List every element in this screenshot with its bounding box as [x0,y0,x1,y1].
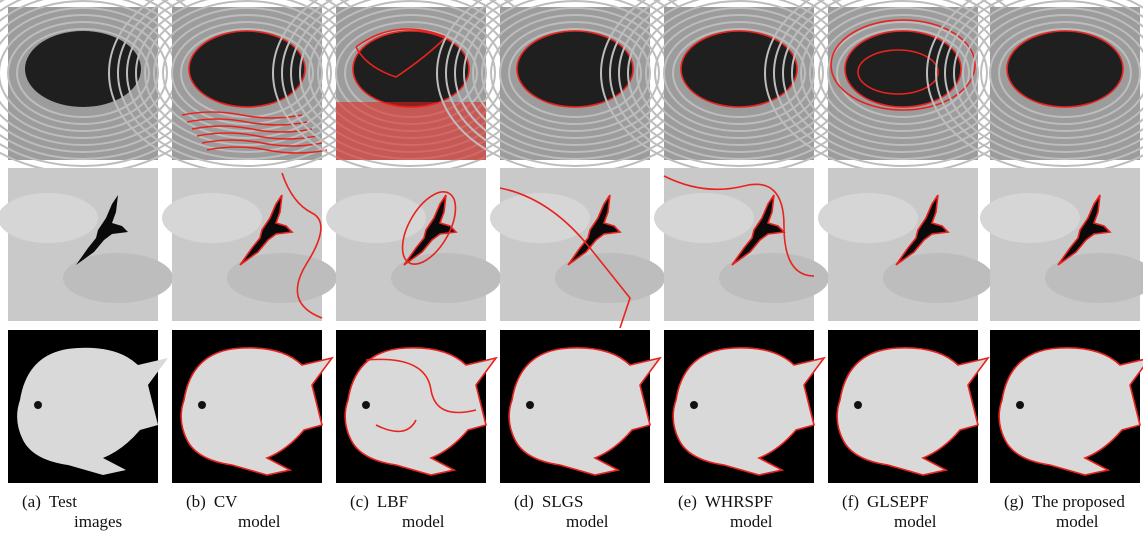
caption-line: model [730,512,773,531]
cloud [654,193,754,243]
image-panel [172,330,332,483]
image-panel [162,168,337,321]
caption-line: GLSEPF [867,492,928,511]
caption-line: LBF [377,492,408,511]
image-panel [0,168,173,321]
caption-line: model [566,512,609,531]
cloud [490,193,590,243]
figure: (a)Testimages(b)CVmodel(c)LBFmodel(d)SLG… [0,0,1143,533]
image-panel [326,168,501,321]
caption-line: images [74,512,122,531]
caption-line: model [402,512,445,531]
caption: (d) SLGS [514,492,583,511]
fish-eye [362,401,370,409]
fish-eye [198,401,206,409]
image-panel [828,330,988,483]
caption-line: model [238,512,281,531]
caption: (g) The proposed [1004,492,1125,511]
caption: (a) Test [22,492,77,511]
caption: (f) GLSEPF [842,492,928,511]
cloud [162,193,262,243]
fish-eye [1016,401,1024,409]
image-panel [654,168,829,321]
caption-line: model [894,512,937,531]
cloud [818,193,918,243]
caption: (c) LBF [350,492,408,511]
caption-label: (a) [22,492,41,511]
caption-label: (f) [842,492,859,511]
image-panel [8,330,168,483]
caption: (e) WHRSPF [678,492,773,511]
caption-label: (e) [678,492,697,511]
image-panel [980,168,1143,321]
fish-eye [526,401,534,409]
image-panel [336,330,496,483]
image-panel [990,330,1143,483]
caption-label: (b) [186,492,206,511]
caption-line: The proposed [1032,492,1126,511]
caption-line: Test [49,492,77,511]
cloud [0,193,98,243]
cloud [980,193,1080,243]
caption-label: (g) [1004,492,1024,511]
image-panel [490,168,665,328]
caption-line: SLGS [542,492,584,511]
mound [25,31,141,107]
caption-line: model [1056,512,1099,531]
caption-label: (c) [350,492,369,511]
caption-line: CV [214,492,238,511]
caption-line: WHRSPF [705,492,773,511]
fish-eye [690,401,698,409]
fish-eye [34,401,42,409]
image-panel [818,168,993,321]
image-panel [664,330,824,483]
fish-eye [854,401,862,409]
image-panel [500,330,660,483]
caption: (b) CV [186,492,238,511]
caption-label: (d) [514,492,534,511]
